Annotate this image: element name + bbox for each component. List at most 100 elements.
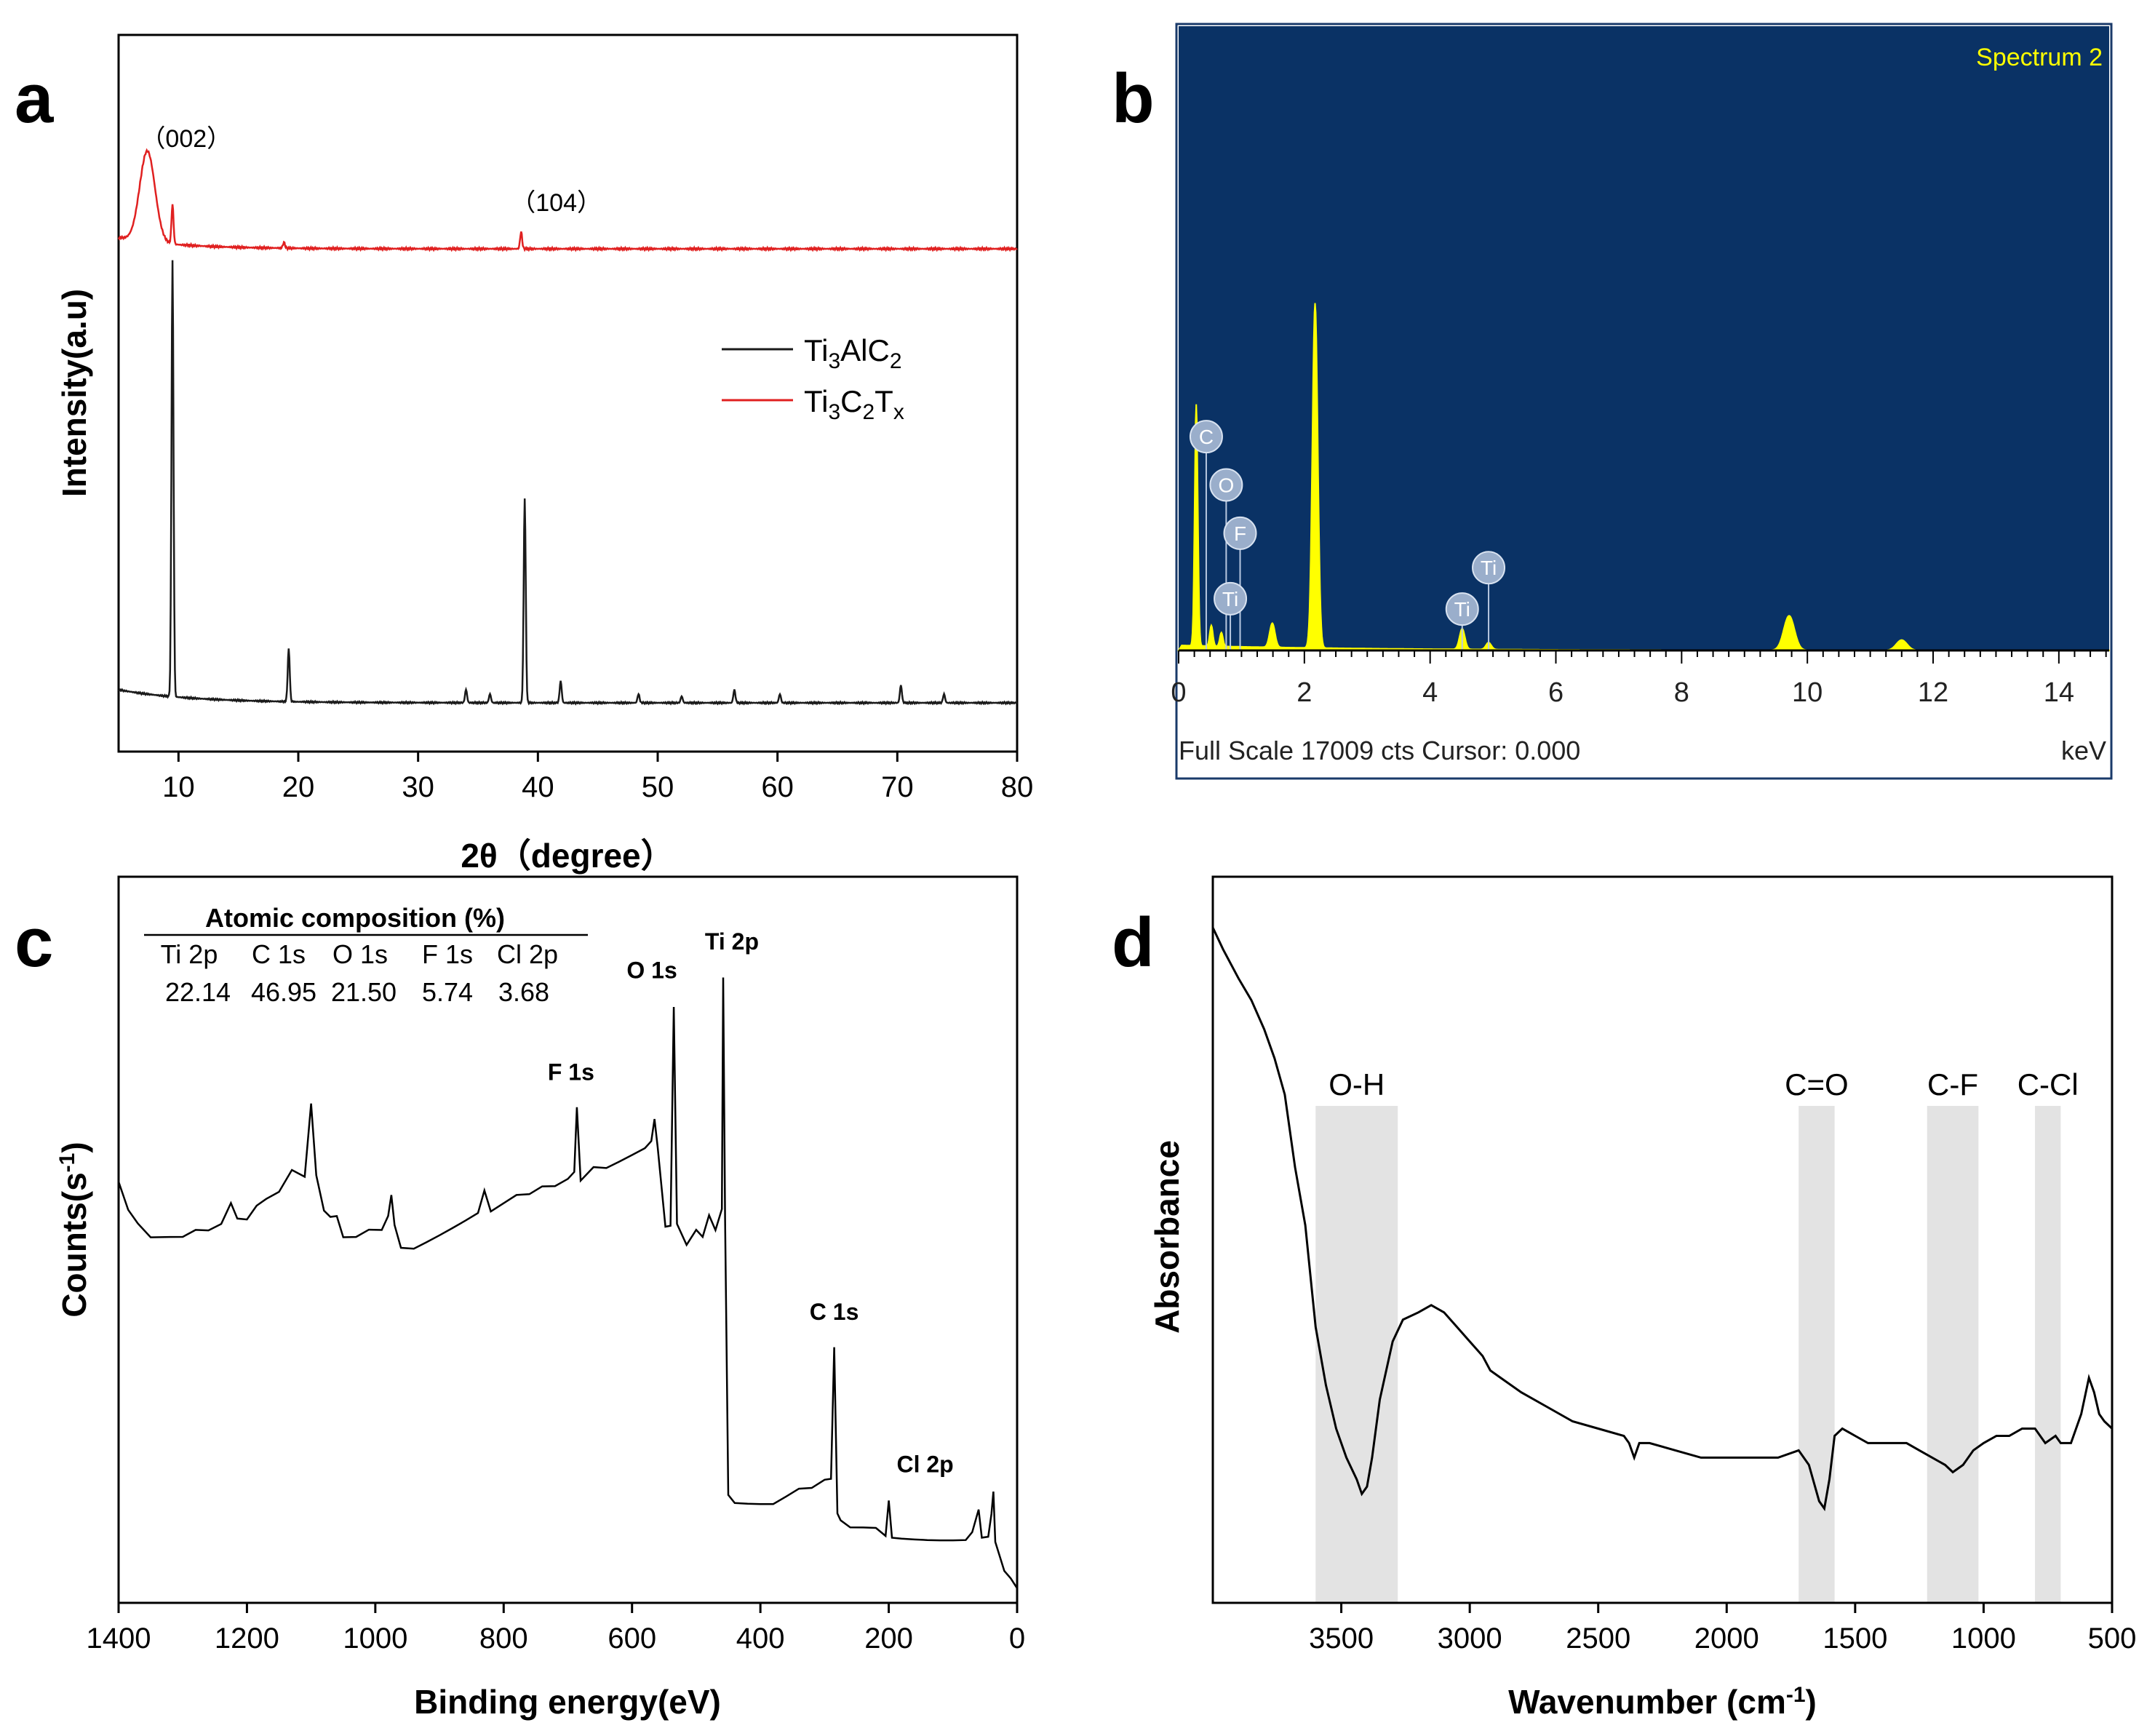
element-marker-label: Ti [1454,598,1470,621]
band-cf: C-F [1927,1067,1979,1603]
element-marker-circle [1223,516,1257,550]
element-marker-circle [1209,468,1243,502]
eds-plot-background [1179,26,2109,650]
table-header-cell: F 1s [422,939,473,969]
panel-label-b: b [1112,60,1155,138]
element-marker-label: F [1234,522,1246,545]
element-marker-ti: Ti [1472,551,1506,650]
x-tick-label-d: 2000 [1694,1622,1759,1655]
table-header-cell: C 1s [252,939,306,969]
y-axis-label-d: Absorbance [1148,1140,1186,1334]
x-tick-label-b: 4 [1422,677,1438,708]
x-axis-ticks-b: 0 2 4 6 8 10 12 14 [1171,650,2107,708]
panel-b: b Spectrum 2 C O F Ti Ti Ti 0 2 4 6 8 10 12 14 Full … [1112,23,2113,780]
x-axis-label-d: Wavenumber (cm-1) [1508,1683,1817,1721]
panel-label-c: c [15,904,53,982]
x-tick-label-c: 200 [864,1622,913,1655]
table-value-cell: 46.95 [251,977,316,1007]
x-axis-ticks-c: 1400 1200 1000 800 600 400 200 0 [87,1603,1025,1655]
element-markers: C O F Ti Ti Ti [1189,420,1506,650]
x-tick-label-b: 2 [1296,677,1312,708]
table-value-cell: 3.68 [498,977,549,1007]
element-marker-ti: Ti [1214,581,1248,650]
x-tick-label-c: 400 [736,1622,785,1655]
band-label: C-Cl [2017,1067,2079,1102]
x-tick-label-b: 6 [1548,677,1564,708]
x-axis-label-a: 2θ（degree） [461,837,674,875]
peak-annotation-104: （104） [511,189,602,217]
panel-d: d O-H C=O C-F C-Cl 3500 3000 2500 2000 1500 1000… [1112,875,2136,1721]
table-value-cell: 22.14 [165,977,231,1007]
peak-labels-c: F 1s O 1s Ti 2p C 1s Cl 2p [548,928,954,1478]
x-tick-label-c: 1400 [87,1622,151,1655]
x-tick-label-d: 2500 [1566,1622,1630,1655]
x-tick-label-a: 40 [522,771,554,803]
element-marker-circle [1214,581,1248,616]
band-label: C=O [1785,1067,1849,1102]
x-tick-label-a: 20 [282,771,315,803]
y-axis-label-c: Counts(s-1) [55,1142,93,1317]
plot-frame-d [1211,875,2114,1604]
peak-label-c: Cl 2p [896,1451,953,1477]
xps-survey-line [117,977,1019,1589]
table-header-cell: Ti 2p [161,939,218,969]
element-marker-label: Ti [1481,557,1497,579]
element-marker-circle [1472,551,1506,585]
x-tick-label-b: 12 [1918,677,1948,708]
x-tick-label-a: 30 [402,771,434,803]
x-tick-label-c: 1200 [215,1622,279,1655]
x-tick-label-d: 3000 [1438,1622,1502,1655]
element-marker-ti: Ti [1445,592,1479,650]
x-axis-ticks-a: 10 20 30 40 50 60 70 80 [162,752,1033,803]
peak-label-c: Ti 2p [705,928,759,955]
element-marker-circle [1445,592,1479,626]
table-header-cell: O 1s [332,939,388,969]
legend-label-ti3c2tx: Ti3C2Tx [804,384,904,424]
band-label: C-F [1927,1067,1978,1102]
absorption-bands: O-H C=O C-F C-Cl [1315,1067,2079,1603]
element-marker-c: C [1189,420,1223,650]
y-axis-label-a: Intensity(a.u) [55,289,93,497]
element-marker-label: C [1199,426,1214,448]
table-value-cell: 5.74 [422,977,473,1007]
x-tick-label-c: 800 [479,1622,528,1655]
panel-a: a 10 20 30 40 50 60 70 80 （002） （104） Ti3AlC2 T… [15,33,1033,875]
band-rect [1315,1106,1398,1603]
x-tick-label-c: 600 [608,1622,656,1655]
plot-frame-c [117,875,1019,1604]
peak-label-c: O 1s [626,957,677,984]
x-tick-label-c: 1000 [343,1622,407,1655]
atomic-composition-table: Atomic composition (%) Ti 2p C 1s O 1s F… [144,903,588,1007]
element-marker-label: O [1218,474,1234,496]
x-tick-label-c: 0 [1009,1622,1025,1655]
plot-frame-a [117,33,1019,753]
x-tick-label-a: 60 [761,771,794,803]
band-label: O-H [1329,1067,1385,1102]
x-axis-label-c: Binding energy(eV) [414,1683,721,1721]
table-title: Atomic composition (%) [205,903,505,933]
element-marker-label: Ti [1222,588,1238,610]
x-tick-label-b: 10 [1792,677,1823,708]
band-rect [1799,1106,1835,1603]
x-tick-label-a: 80 [1001,771,1034,803]
x-tick-label-b: 14 [2044,677,2074,708]
table-value-row: 22.14 46.95 21.50 5.74 3.68 [165,977,549,1007]
band-rect [1927,1106,1979,1603]
x-axis-unit-b: keV [2061,736,2106,765]
table-header-cell: Cl 2p [497,939,558,969]
series-line-ti3c2tx [117,148,1018,252]
x-tick-label-d: 500 [2088,1622,2137,1655]
eds-spectrum-title: Spectrum 2 [1976,44,2103,71]
x-tick-label-a: 70 [881,771,914,803]
panel-label-d: d [1112,904,1155,982]
x-axis-ticks-d: 3500 3000 2500 2000 1500 1000 500 [1309,1603,2136,1655]
band-oh: O-H [1315,1067,1398,1603]
element-marker-circle [1189,420,1223,454]
x-tick-label-d: 1500 [1823,1622,1887,1655]
peak-annotation-002: （002） [140,125,231,153]
eds-footer: Full Scale 17009 cts Cursor: 0.000 [1179,736,1580,765]
x-tick-label-b: 0 [1171,677,1186,708]
x-tick-label-b: 8 [1674,677,1689,708]
legend-label-ti3alc2: Ti3AlC2 [804,333,902,373]
